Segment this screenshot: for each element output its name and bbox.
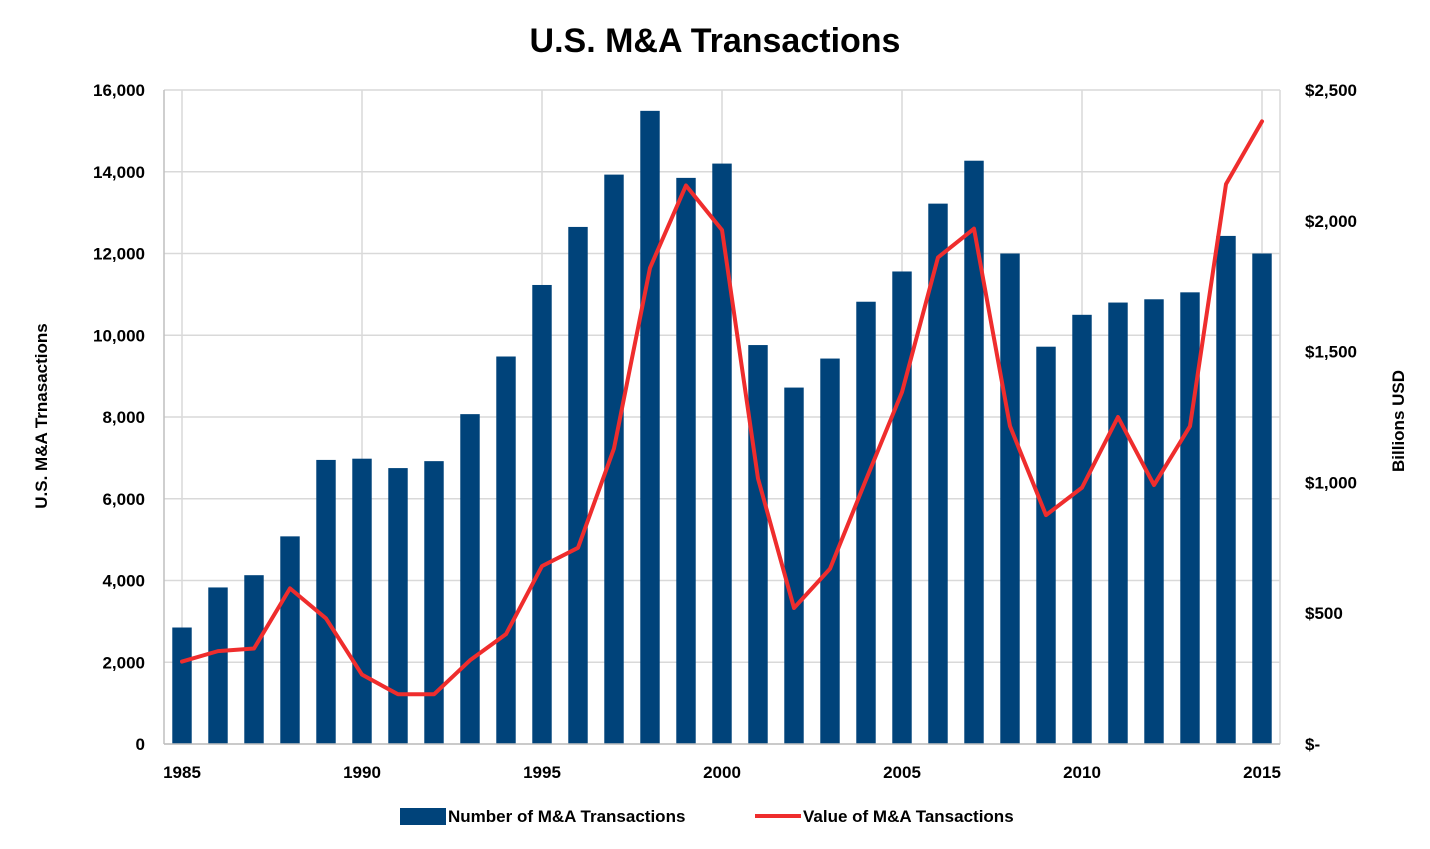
bar-series xyxy=(172,110,1272,745)
right-y-tick-label: $- xyxy=(1305,735,1320,754)
bar-1996 xyxy=(568,226,588,744)
value-line xyxy=(180,119,1264,697)
bar-2014 xyxy=(1216,235,1236,745)
x-tick-label: 2015 xyxy=(1243,763,1281,782)
bar-2015 xyxy=(1252,253,1272,744)
bar-2012 xyxy=(1144,299,1164,744)
left-y-tick-label: 0 xyxy=(136,735,145,754)
bar-2009 xyxy=(1036,346,1056,744)
bar-2003 xyxy=(820,358,840,744)
x-tick-label: 2000 xyxy=(703,763,741,782)
left-y-tick-labels: 0 2,000 4,000 6,000 8,000 10,000 12,000 14,000 1… xyxy=(93,81,145,754)
right-y-axis-title: Billions USD xyxy=(1389,370,1408,472)
left-y-tick-label: 16,000 xyxy=(93,81,145,100)
bar-1989 xyxy=(316,459,336,744)
bar-1985 xyxy=(172,627,192,744)
chart-title: U.S. M&A Transactions xyxy=(530,22,901,60)
left-y-axis-title: U.S. M&A Trnasactions xyxy=(32,323,51,508)
x-tick-label: 2010 xyxy=(1063,763,1101,782)
x-tick-label: 1985 xyxy=(163,763,201,782)
legend-line-label: Value of M&A Tansactions xyxy=(803,807,1014,826)
bar-1991 xyxy=(388,468,408,744)
bar-2005 xyxy=(892,271,912,744)
left-y-tick-label: 12,000 xyxy=(93,245,145,264)
bar-1998 xyxy=(640,110,660,745)
axes xyxy=(163,90,1280,745)
bar-2001 xyxy=(748,345,768,744)
right-y-tick-label: $2,000 xyxy=(1305,212,1357,231)
right-y-tick-label: $2,500 xyxy=(1305,81,1357,100)
left-y-tick-label: 8,000 xyxy=(102,408,145,427)
bar-2002 xyxy=(784,387,804,744)
bar-2006 xyxy=(928,203,948,744)
bar-2008 xyxy=(1000,253,1020,744)
bar-2000 xyxy=(712,163,732,744)
line-series xyxy=(180,119,1264,697)
x-tick-labels: 1985 1990 1995 2000 2005 2010 2015 xyxy=(163,763,1281,782)
x-tick-label: 1995 xyxy=(523,763,561,782)
legend-bar-swatch xyxy=(400,808,446,825)
right-y-tick-label: $500 xyxy=(1305,604,1343,623)
legend-bar-label: Number of M&A Transactions xyxy=(448,807,685,826)
bar-1995 xyxy=(532,284,552,744)
bar-1999 xyxy=(676,177,696,744)
bar-1986 xyxy=(208,587,228,744)
bar-1990 xyxy=(352,458,372,744)
bar-2010 xyxy=(1072,314,1092,744)
bar-2011 xyxy=(1108,302,1128,744)
x-tick-label: 1990 xyxy=(343,763,381,782)
left-y-tick-label: 14,000 xyxy=(93,163,145,182)
left-y-tick-label: 6,000 xyxy=(102,490,145,509)
legend: Number of M&A Transactions Value of M&A … xyxy=(400,807,1014,826)
left-y-tick-label: 10,000 xyxy=(93,326,145,345)
bar-1994 xyxy=(496,356,516,744)
bar-2007 xyxy=(964,160,984,744)
right-y-tick-label: $1,500 xyxy=(1305,343,1357,362)
x-tick-label: 2005 xyxy=(883,763,921,782)
right-y-tick-labels: $- $500 $1,000 $1,500 $2,000 $2,500 xyxy=(1305,81,1357,754)
left-y-tick-label: 2,000 xyxy=(102,653,145,672)
bar-1993 xyxy=(460,414,480,744)
bar-1988 xyxy=(280,536,300,744)
bar-1997 xyxy=(604,174,624,745)
bar-2013 xyxy=(1180,292,1200,744)
bar-1987 xyxy=(244,575,264,744)
bar-1992 xyxy=(424,461,444,744)
right-y-tick-label: $1,000 xyxy=(1305,473,1357,492)
left-y-tick-label: 4,000 xyxy=(102,572,145,591)
bar-2004 xyxy=(856,301,876,744)
